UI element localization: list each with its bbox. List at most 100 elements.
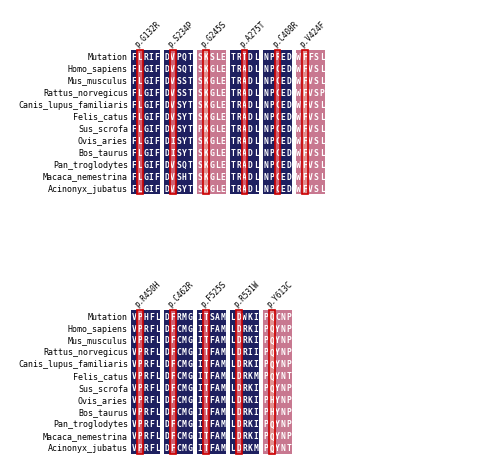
Text: R: R [236, 100, 241, 109]
Text: C: C [176, 348, 181, 357]
Text: F: F [154, 52, 160, 62]
Bar [263, 322, 292, 334]
Text: M: M [182, 443, 186, 453]
Text: Y: Y [182, 112, 186, 121]
Text: I: I [248, 348, 252, 357]
Text: F: F [209, 396, 214, 405]
Text: I: I [254, 420, 258, 429]
Text: S: S [176, 64, 181, 73]
Bar [197, 134, 226, 147]
Text: F: F [170, 372, 175, 381]
Text: D: D [236, 443, 241, 453]
Text: C: C [275, 76, 280, 85]
Text: T: T [188, 172, 192, 181]
Bar [230, 442, 259, 454]
Text: I: I [149, 76, 154, 85]
Bar [274, 171, 280, 183]
Text: Y: Y [275, 324, 280, 333]
Text: L: L [154, 420, 160, 429]
Text: L: L [320, 160, 324, 169]
Text: I: I [149, 136, 154, 145]
Text: R: R [242, 443, 247, 453]
Text: L: L [254, 124, 258, 133]
Text: R: R [143, 336, 148, 345]
Text: E: E [220, 112, 226, 121]
Text: F: F [170, 324, 175, 333]
Text: Y: Y [275, 384, 280, 392]
Text: Homo_sapiens: Homo_sapiens [68, 324, 128, 333]
Text: L: L [215, 88, 220, 97]
Text: T: T [242, 52, 247, 62]
Text: P: P [270, 148, 274, 157]
Text: D: D [286, 124, 292, 133]
Text: F: F [154, 76, 160, 85]
Text: V: V [170, 124, 175, 133]
Text: S: S [176, 100, 181, 109]
Text: F: F [154, 172, 160, 181]
Text: S: S [198, 88, 202, 97]
Text: M: M [182, 384, 186, 392]
Text: Ovis_aries: Ovis_aries [78, 136, 128, 145]
Bar [230, 418, 259, 430]
Text: G: G [209, 100, 214, 109]
Text: S: S [198, 100, 202, 109]
Text: E: E [220, 148, 226, 157]
Bar [164, 123, 193, 134]
Text: N: N [281, 420, 285, 429]
Text: K: K [248, 372, 252, 381]
Text: M: M [220, 336, 226, 345]
Text: N: N [264, 184, 268, 193]
Text: P: P [138, 312, 142, 321]
Bar [263, 442, 292, 454]
Text: E: E [220, 100, 226, 109]
Text: A: A [242, 76, 247, 85]
Text: I: I [254, 384, 258, 392]
Bar [263, 75, 292, 87]
Text: Canis_lupus_familiaris: Canis_lupus_familiaris [18, 100, 128, 109]
Text: A: A [215, 360, 220, 369]
Bar [203, 123, 208, 134]
Text: p.A275T: p.A275T [238, 20, 268, 49]
Text: D: D [286, 136, 292, 145]
Text: P: P [138, 372, 142, 381]
Bar [164, 171, 193, 183]
Text: T: T [204, 372, 208, 381]
Text: L: L [254, 88, 258, 97]
Text: F: F [170, 360, 175, 369]
Bar [170, 310, 175, 322]
Text: P: P [264, 360, 268, 369]
Bar [197, 358, 226, 370]
Text: P: P [270, 136, 274, 145]
Text: T: T [188, 64, 192, 73]
Text: Y: Y [275, 348, 280, 357]
Text: F: F [170, 312, 175, 321]
Bar [164, 183, 193, 195]
Bar [236, 430, 242, 442]
Bar [197, 346, 226, 358]
Text: M: M [220, 312, 226, 321]
Text: S: S [182, 76, 186, 85]
Bar [263, 394, 292, 406]
Text: L: L [254, 64, 258, 73]
Bar [203, 394, 208, 406]
Text: F: F [209, 420, 214, 429]
Text: Q: Q [270, 372, 274, 381]
Bar [197, 370, 226, 382]
Text: S: S [314, 148, 318, 157]
Text: F: F [149, 312, 154, 321]
Text: P: P [286, 324, 292, 333]
Text: W: W [296, 136, 302, 145]
Bar [263, 123, 292, 134]
Text: D: D [236, 420, 241, 429]
Text: R: R [242, 384, 247, 392]
Text: P: P [270, 88, 274, 97]
Bar [263, 87, 292, 99]
Text: W: W [296, 100, 302, 109]
Text: p.F525S: p.F525S [200, 279, 228, 308]
Text: L: L [138, 52, 142, 62]
Text: G: G [188, 443, 192, 453]
Text: K: K [204, 148, 208, 157]
Text: S: S [176, 136, 181, 145]
Text: p.C462R: p.C462R [166, 279, 196, 308]
Text: M: M [220, 431, 226, 441]
